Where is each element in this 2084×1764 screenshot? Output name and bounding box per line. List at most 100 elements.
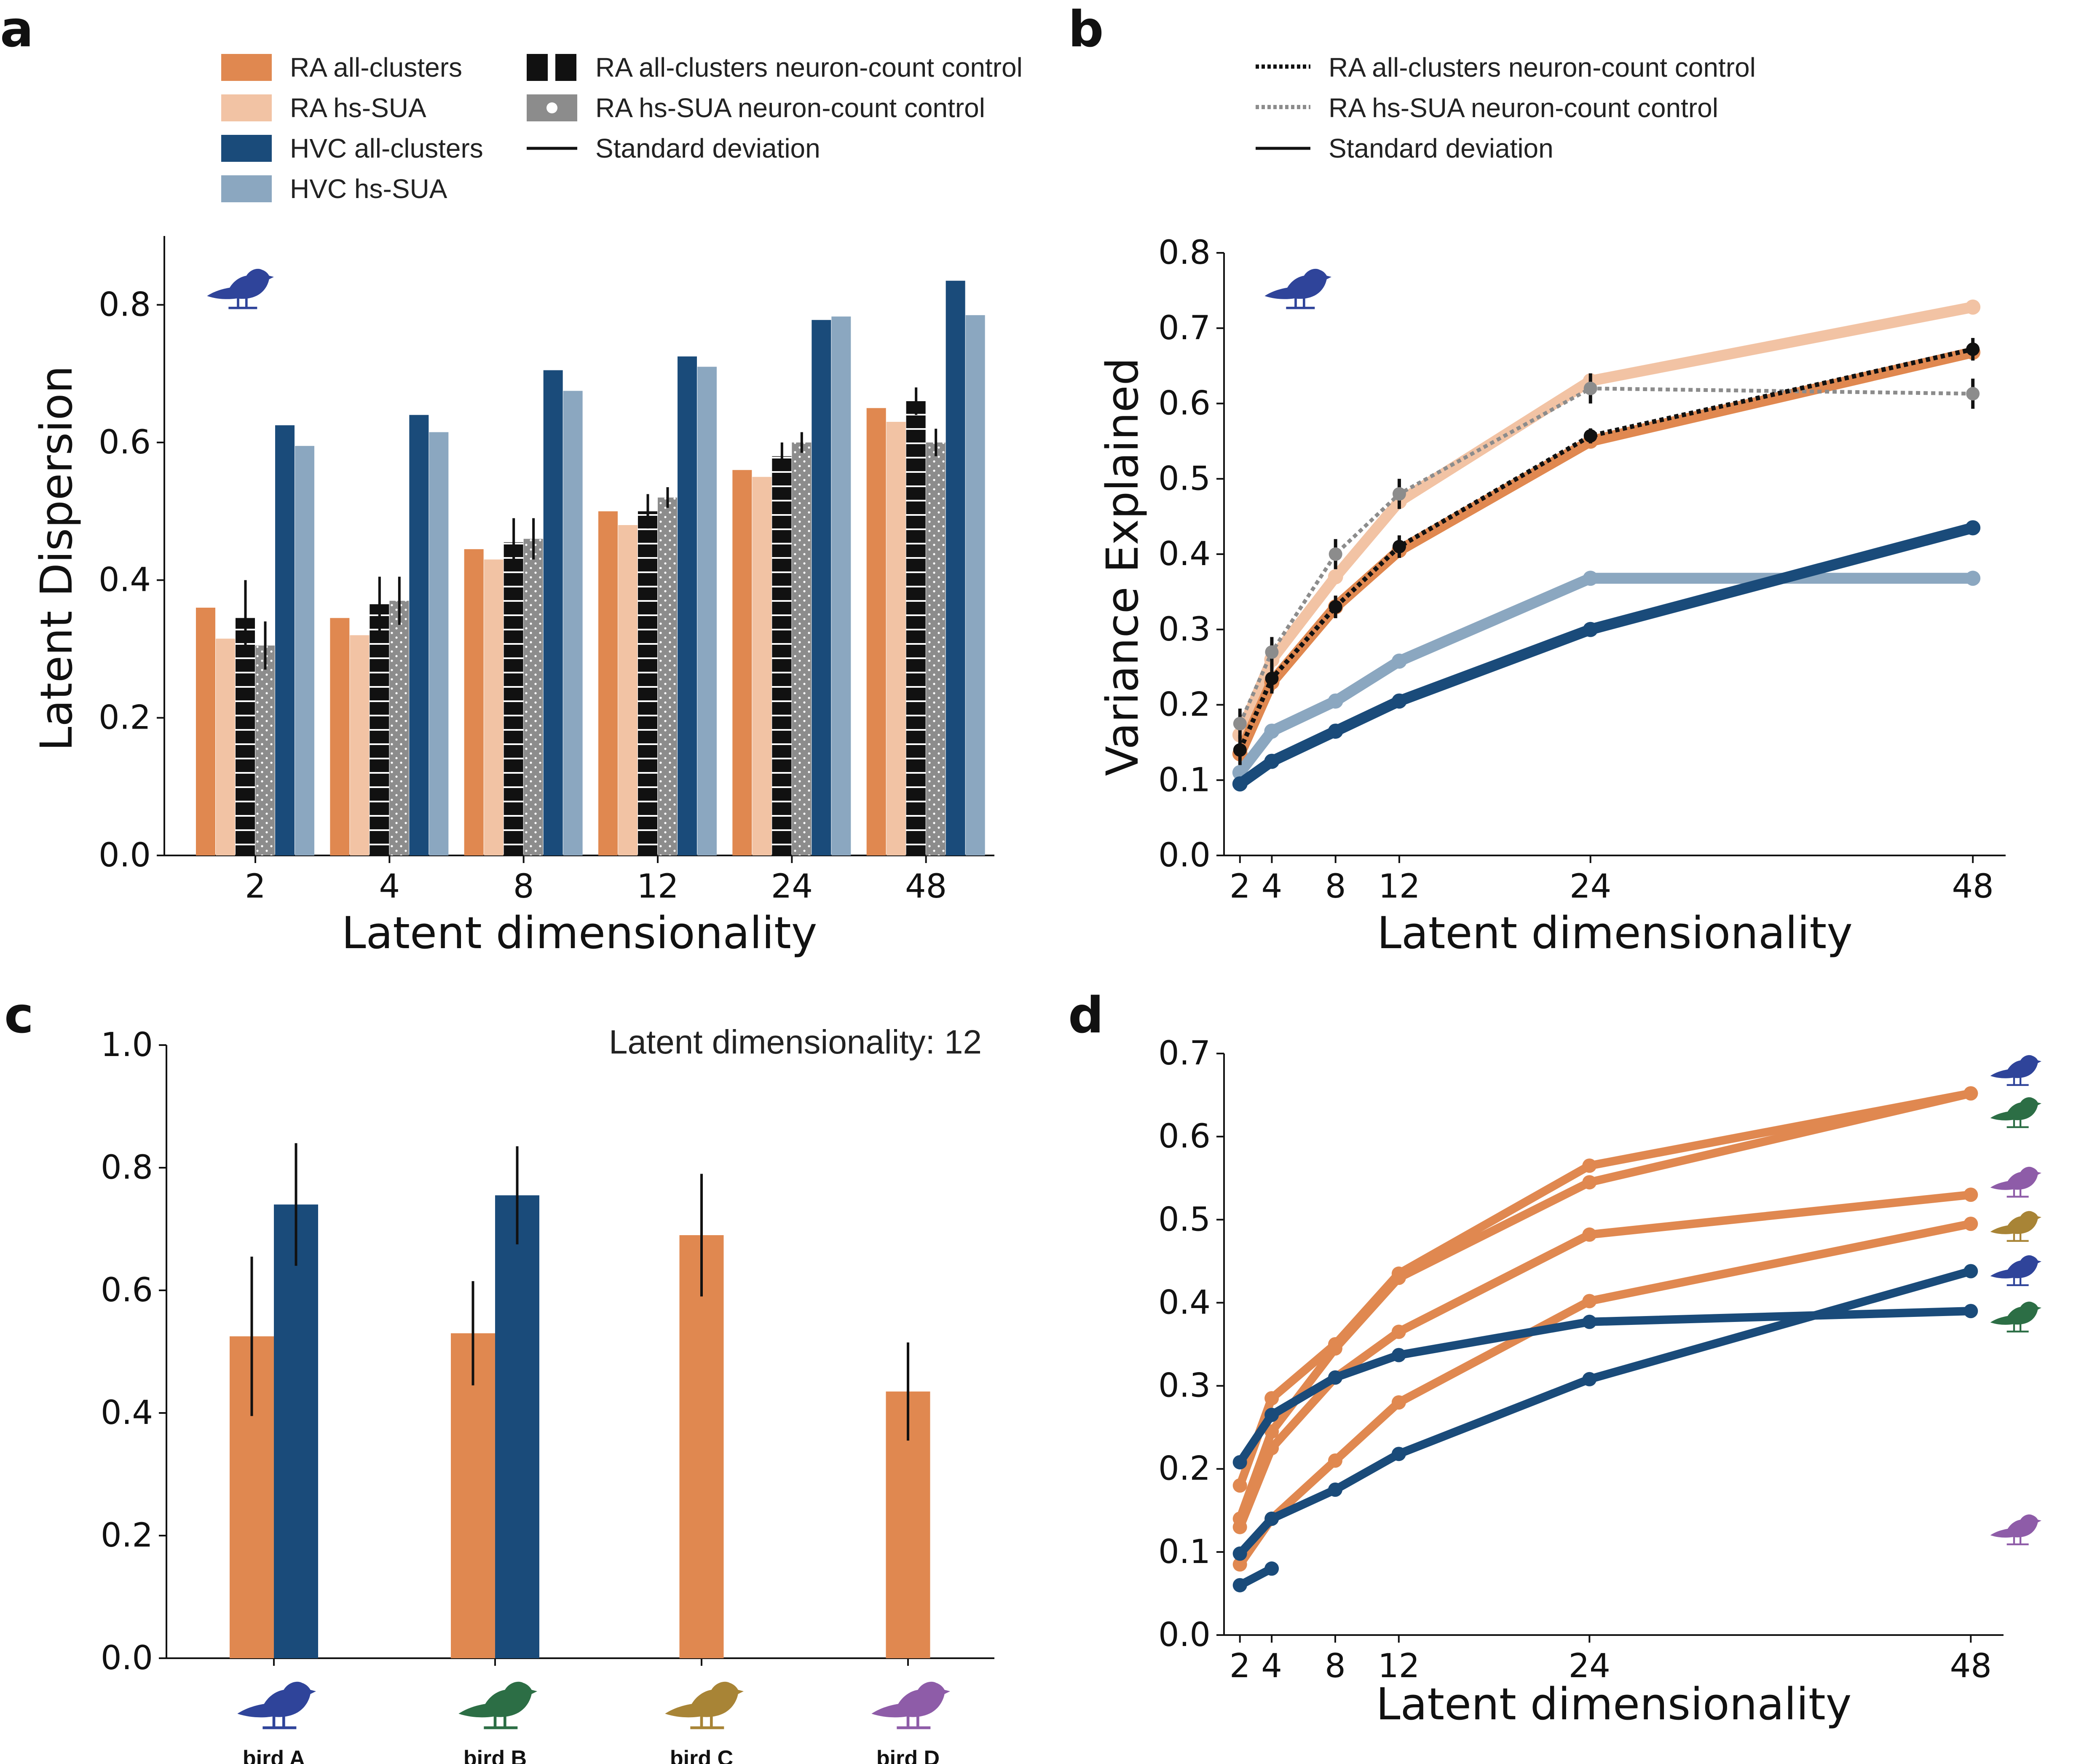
panel-a-xtick-label: 2 (245, 868, 266, 906)
panel-c-ytick-label: 0.0 (101, 1639, 153, 1677)
legend-swatch-ctrl-black-2 (555, 54, 576, 81)
legend-swatch-ctrl-gray-dot (546, 102, 557, 113)
panel-a-bar-ra-hs (752, 477, 772, 855)
panel-d-point-ra-bird-a (1582, 1158, 1597, 1173)
panel-b-point-hvc-hs (1583, 571, 1598, 586)
panel-b-point-hvc-all (1232, 776, 1248, 792)
panel-c-bar-hvc (495, 1195, 539, 1658)
panel-a-bar-ctrl-ra-hs (792, 442, 812, 855)
panel-d-ytick-label: 0.4 (1158, 1284, 1211, 1322)
panel-c-ytick-label: 0.4 (101, 1394, 153, 1432)
panel-c-bird-label: bird D (876, 1746, 940, 1764)
panel-d-point-ra-bird-d (1391, 1324, 1406, 1339)
panel-d-xlabel: Latent dimensionality (1376, 1678, 1852, 1730)
panel-c-bird-label: bird A (243, 1746, 305, 1764)
panel-d-xtick-label: 24 (1569, 1647, 1610, 1685)
panel-b-chart: 0.00.10.20.30.40.50.60.70.82 4 8 12 24 48Late… (1097, 234, 2006, 959)
panel-a-xtick-label: 8 (513, 868, 534, 906)
panel-d-ytick-label: 0.5 (1158, 1201, 1211, 1239)
panel-a-bar-hvc-hs (563, 391, 583, 855)
panel-b-xlabel: Latent dimensionality (1377, 907, 1853, 959)
panel-d-ytick-label: 0.1 (1158, 1533, 1211, 1571)
panel-d-line-hvc-bird-b (1236, 1307, 1971, 1465)
panel-a-ytick-label: 0.6 (99, 424, 151, 461)
panel-d-point-ra-bird-b (1328, 1341, 1342, 1356)
panel-c-bird-icon (665, 1681, 744, 1729)
panel-d-ytick-label: 0.6 (1158, 1118, 1211, 1155)
panel-b-point-ctrl-ra-all (1583, 429, 1597, 443)
panel-b-xtick-label: 48 (1952, 868, 1994, 906)
panel-a-xtick-label: 24 (771, 868, 813, 906)
panel-d-point-hvc-bird-a (1328, 1483, 1342, 1497)
panel-b-line-ctrl-ra-hs (1238, 386, 1973, 725)
panel-d-ytick-label: 0.2 (1158, 1450, 1211, 1488)
panel-d-point-hvc-bird-a (1963, 1264, 1978, 1279)
panel-a-bar-ra-all (196, 608, 215, 855)
panel-d-point-hvc-bird-b (1391, 1348, 1406, 1362)
panel-b-xtick-label: 12 (1378, 868, 1420, 906)
panel-a-bar-ctrl-ra-all (638, 511, 657, 855)
panel-b-point-hvc-all (1328, 724, 1343, 739)
panel-a-bar-hvc-hs (295, 446, 314, 855)
panel-b-point-ra-hs (1965, 299, 1981, 315)
legend-swatch-hvc-hs (221, 175, 272, 202)
panel-d-bird-icon-7 (1990, 1514, 2041, 1545)
panel-d-point-ra-bird-d (1232, 1520, 1247, 1534)
panel-a-bar-ra-hs (216, 638, 235, 855)
panel-a-bar-hvc-all (409, 415, 429, 855)
legend-b-label-sd: Standard deviation (1329, 133, 1554, 164)
panel-b-point-ctrl-ra-hs (1233, 717, 1247, 731)
panel-a-ytick-label: 0.8 (99, 286, 151, 324)
panel-b-ytick-label: 0.1 (1158, 761, 1211, 799)
panel-a-bar-hvc-hs (831, 316, 851, 855)
panel-d-point-hvc-bird-a (1264, 1512, 1279, 1526)
legend-swatch-hvc-all (221, 135, 272, 162)
panel-d-chart: 0.00.10.20.30.40.50.60.72 4 8 12 24 48Latent … (1158, 1035, 2041, 1730)
panel-b-point-ctrl-ra-all (1392, 540, 1406, 554)
panel-d-ytick-label: 0.3 (1158, 1367, 1211, 1405)
panel-c-note: Latent dimensionality: 12 (609, 1023, 982, 1061)
panel-a-bar-ra-hs (484, 559, 504, 855)
panel-b-point-ctrl-ra-hs (1966, 387, 1980, 401)
panel-b-ytick-label: 0.6 (1158, 385, 1211, 423)
panel-c-chart: 0.0 0.2 0.4 0.6 0.8 1.0 bird A bird B bird C bird… (101, 1026, 994, 1764)
panel-d-point-hvc-bird-d (1232, 1578, 1247, 1592)
panel-a-bar-ctrl-ra-hs (658, 497, 677, 855)
panel-d-point-hvc-bird-b (1328, 1370, 1342, 1385)
panel-d-bird-icon-5 (1990, 1255, 2041, 1286)
panel-a-bar-ctrl-ra-hs (255, 645, 275, 855)
panel-d-ytick-label: 0.7 (1158, 1035, 1211, 1072)
panel-a-bar-hvc-hs (697, 367, 717, 856)
panel-c-bird-label: bird B (463, 1746, 527, 1764)
panel-d-point-ra-bird-d (1264, 1441, 1279, 1456)
panel-d-xtick-label: 4 (1261, 1647, 1282, 1685)
panel-d-point-ra-bird-b (1264, 1424, 1279, 1439)
legend-label-hvc-hs: HVC hs-SUA (290, 174, 447, 204)
panel-b-xtick-label: 8 (1325, 868, 1346, 906)
panel-b-ytick-label: 0.4 (1158, 535, 1211, 573)
legend-swatch-ra-all (221, 54, 272, 81)
panel-a-bar-hvc-all (678, 356, 697, 856)
panel-b-point-hvc-hs (1391, 653, 1407, 669)
panel-d-bird-icon-1 (1990, 1055, 2041, 1086)
panel-d-point-hvc-bird-a (1391, 1447, 1406, 1461)
panel-b-line-hvc-hs (1235, 573, 1973, 776)
panel-d-point-ra-bird-d (1582, 1227, 1597, 1242)
panel-b-point-hvc-all (1583, 622, 1598, 637)
panel-b-point-ctrl-ra-all (1329, 600, 1342, 614)
panel-d-point-hvc-bird-b (1232, 1455, 1247, 1469)
panel-a-xlabel: Latent dimensionality (342, 907, 817, 959)
panel-a-bar-ra-all (866, 408, 886, 856)
panel-d-point-ra-bird-d (1963, 1188, 1978, 1202)
panel-a-bar-ctrl-ra-all (906, 401, 926, 855)
legend-b-label-ctrl-ra-hs: RA hs-SUA neuron-count control (1329, 93, 1718, 123)
panel-d-point-ra-bird-b (1963, 1086, 1978, 1101)
panel-c-bird-label: bird C (670, 1746, 733, 1764)
panel-b-point-ctrl-ra-all (1265, 671, 1279, 685)
panel-d-point-ra-bird-a (1264, 1391, 1279, 1406)
legend-b-label-ctrl-ra-all: RA all-clusters neuron-count control (1329, 52, 1756, 83)
panel-a-bar-ctrl-ra-all (772, 456, 792, 855)
panel-d-line-ra-bird-a (1236, 1089, 1972, 1487)
panel-a-bar-ra-hs (886, 422, 906, 855)
